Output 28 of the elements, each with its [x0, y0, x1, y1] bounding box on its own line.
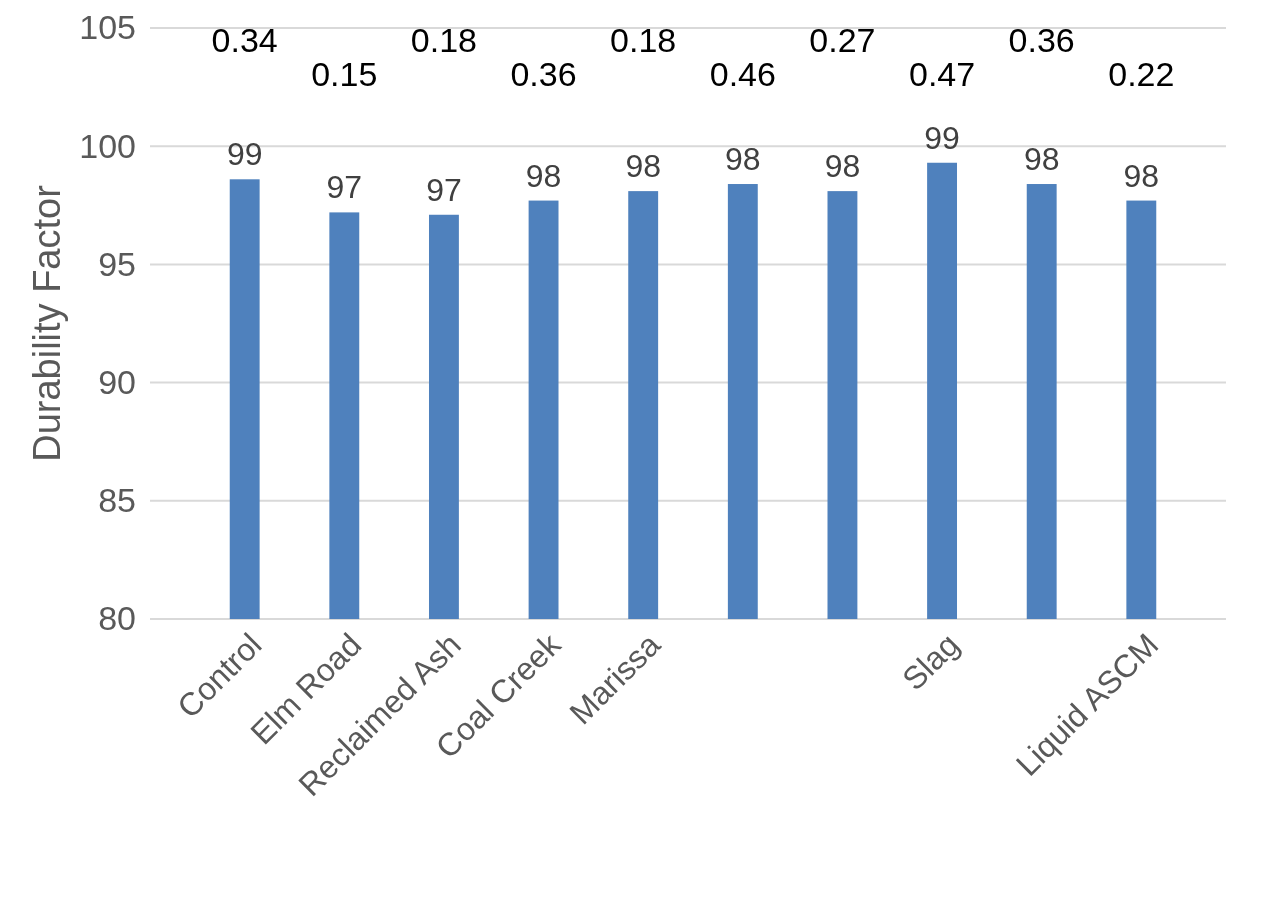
data-label: 98	[1123, 157, 1160, 194]
y-tick-label: 100	[79, 126, 136, 165]
annotation: 0.47	[908, 55, 976, 93]
data-label: 98	[824, 148, 861, 185]
annotation: 0.15	[311, 55, 378, 93]
data-label: 97	[426, 171, 462, 208]
data-label: 98	[725, 141, 761, 178]
y-tick-label: 85	[98, 481, 136, 520]
annotation: 0.46	[709, 55, 776, 93]
y-tick-label: 105	[79, 8, 136, 47]
x-tick-label: Slag	[895, 626, 966, 698]
annotation: 0.34	[211, 21, 278, 59]
annotation: 0.36	[1008, 21, 1075, 59]
data-label: 99	[226, 136, 263, 173]
data-label: 98	[625, 148, 661, 185]
annotation: 0.36	[510, 55, 577, 93]
y-tick-label: 90	[98, 362, 136, 401]
data-label: 99	[924, 119, 960, 156]
data-label: 98	[1023, 141, 1060, 178]
annotation: 0.18	[610, 21, 677, 59]
data-label: 98	[525, 157, 562, 194]
annotation: 0.18	[410, 21, 478, 59]
annotation: 0.22	[1108, 55, 1175, 93]
data-label: 97	[326, 169, 363, 206]
y-tick-label: 95	[98, 244, 136, 283]
annotation: 0.27	[809, 21, 876, 59]
y-tick-label: 80	[98, 599, 136, 638]
y-axis-title: Durability Factor	[26, 184, 68, 462]
